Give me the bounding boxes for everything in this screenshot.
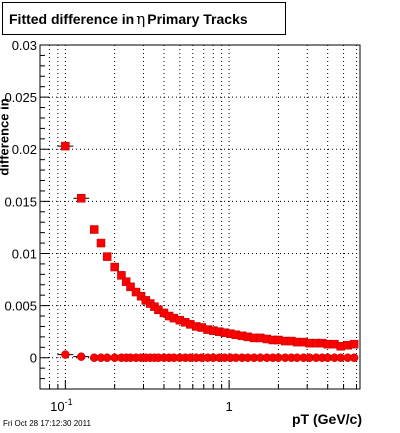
data-points [57, 141, 359, 362]
data-point-square [61, 141, 70, 151]
axis-ticks: 0 0.005 0.01 0.015 0.02 0.025 0.03 10-1 1 [4, 38, 358, 414]
x-tick-label: 1 [225, 399, 232, 414]
data-point-square [76, 193, 86, 203]
y-tick-label: 0 [30, 351, 37, 366]
x-axis-label: pT (GeV/c) [291, 411, 362, 427]
data-point-square [96, 238, 106, 248]
data-point-square [89, 225, 99, 234]
data-point-square [121, 277, 131, 286]
y-tick-label: 0.005 [4, 299, 37, 314]
y-tick-label: 0.03 [12, 38, 37, 53]
data-point-circle [76, 352, 86, 361]
timestamp-footer: Fri Oct 28 17:12:30 2011 [3, 419, 91, 428]
grid-lines [40, 44, 360, 389]
data-point-square [117, 271, 126, 280]
data-point-square [126, 282, 135, 292]
data-point-circle [61, 350, 70, 359]
y-tick-label: 0.02 [12, 142, 37, 157]
y-tick-label: 0.015 [4, 194, 37, 209]
plot-area-frame [39, 44, 361, 390]
data-point-circle [102, 353, 112, 362]
plot-frame [39, 44, 361, 390]
y-axis-label: difference in [0, 98, 12, 176]
data-point-square [110, 262, 119, 272]
chart-title-box: Fitted difference in η Primary Tracks [2, 2, 286, 35]
chart-title-prefix: Fitted difference in [9, 10, 135, 27]
data-point-square [349, 339, 359, 349]
data-point-circle [349, 353, 359, 362]
y-tick-label: 0.01 [12, 246, 37, 261]
chart-title-eta-symbol: η [136, 9, 146, 28]
x-tick-label: 10-1 [50, 397, 72, 414]
chart-title-suffix: Primary Tracks [147, 10, 248, 27]
data-point-square [102, 252, 112, 261]
y-tick-label: 0.025 [4, 90, 37, 105]
